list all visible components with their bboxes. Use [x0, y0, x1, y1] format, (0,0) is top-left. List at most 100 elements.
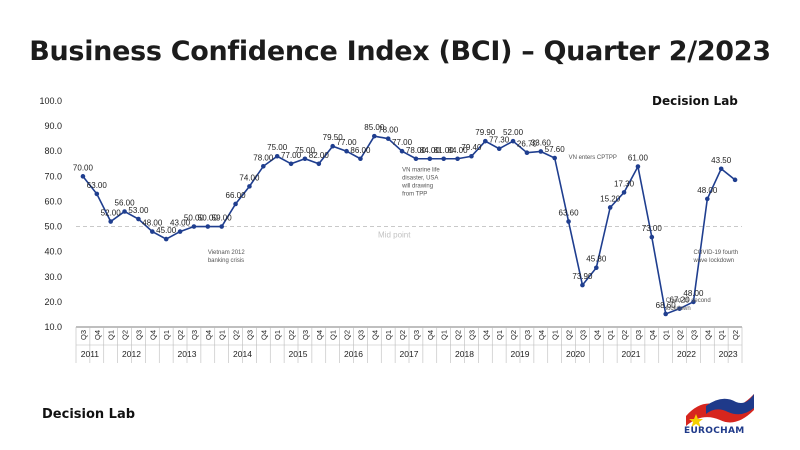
year-label: 2015 — [289, 349, 308, 359]
bci-data-label: 77.00 — [281, 151, 302, 160]
quarter-tick-label: Q3 — [412, 330, 421, 340]
bci-data-point — [150, 229, 155, 234]
bci-data-label: 77.30 — [489, 136, 510, 145]
bci-data-point — [594, 265, 599, 271]
quarter-tick-label: Q1 — [218, 330, 227, 340]
bci-data-label: 57.60 — [545, 145, 566, 154]
y-tick-label: 60.0 — [44, 196, 62, 206]
bci-data-point — [191, 224, 197, 229]
quarter-tick-label: Q4 — [370, 330, 379, 340]
year-label: 2019 — [511, 349, 530, 359]
annotation-text: banking crisis — [208, 258, 244, 264]
bci-data-label: 77.00 — [337, 138, 358, 147]
quarter-tick-label: Q1 — [717, 330, 726, 340]
y-tick-label: 90.0 — [44, 121, 62, 131]
quarter-tick-label: Q1 — [107, 330, 116, 340]
bci-data-label: 75.00 — [295, 146, 316, 155]
quarter-tick-label: Q1 — [551, 330, 560, 340]
quarter-tick-label: Q1 — [440, 330, 449, 340]
annotation-text: lockdown — [666, 306, 691, 312]
annotation-text: from TPP — [402, 191, 427, 197]
bci-data-label: 78.00 — [406, 146, 427, 155]
bci-data-label: 85.00 — [364, 123, 385, 132]
bci-data-label: 43.50 — [711, 156, 732, 165]
page-title: Business Confidence Index (BCI) – Quarte… — [29, 36, 771, 67]
bci-data-point — [80, 174, 86, 179]
quarter-tick-label: Q2 — [620, 330, 629, 340]
bci-data-point — [274, 153, 280, 159]
bci-data-point — [288, 161, 294, 167]
quarter-tick-label: Q4 — [426, 330, 435, 340]
bci-data-label: 78.00 — [378, 126, 399, 135]
bci-data-label: 17.30 — [614, 179, 635, 188]
annotation-text: VN enters CPTPP — [569, 155, 617, 161]
eurocham-flag-icon — [686, 394, 754, 427]
bci-data-point — [621, 190, 627, 195]
bci-data-point — [219, 224, 224, 229]
bci-data-point — [330, 143, 335, 149]
bci-data-label: 79.50 — [323, 133, 344, 142]
quarter-tick-label: Q2 — [287, 330, 296, 340]
quarter-tick-label: Q4 — [592, 330, 601, 340]
bci-data-label: 86.00 — [350, 146, 371, 155]
bci-data-point — [607, 205, 613, 210]
bci-data-point — [205, 224, 211, 229]
bci-data-point — [233, 201, 238, 207]
bci-data-label: 74.00 — [239, 173, 260, 182]
bci-data-point — [441, 156, 446, 162]
quarter-tick-label: Q2 — [565, 330, 574, 340]
year-label: 2021 — [622, 349, 641, 359]
bci-data-point — [552, 155, 557, 161]
quarter-tick-label: Q3 — [689, 330, 698, 340]
bci-data-label: 84.00 — [420, 146, 441, 155]
y-tick-label: 20.0 — [44, 297, 62, 307]
quarter-tick-label: Q2 — [454, 330, 463, 340]
bci-data-point — [705, 196, 710, 202]
quarter-tick-label: Q3 — [190, 330, 199, 340]
year-label: 2014 — [233, 349, 252, 359]
bci-data-label: 56.00 — [115, 198, 136, 207]
quarter-tick-label: Q4 — [648, 330, 657, 340]
bci-data-label: 81.00 — [434, 146, 455, 155]
bci-data-label: 70.00 — [73, 163, 94, 172]
bci-data-label: 48.00 — [142, 219, 163, 228]
bci-data-point — [302, 156, 308, 162]
quarter-tick-label: Q3 — [134, 330, 143, 340]
year-label: 2012 — [122, 349, 141, 359]
bci-data-point — [316, 161, 322, 167]
bci-data-label: 77.00 — [392, 138, 413, 147]
quarter-tick-label: Q4 — [259, 330, 268, 340]
bci-data-label: 48.00 — [683, 289, 704, 298]
quarter-tick-label: Q1 — [662, 330, 671, 340]
bci-data-point — [427, 156, 433, 162]
quarter-tick-label: Q3 — [301, 330, 310, 340]
bci-data-point — [261, 163, 266, 169]
bci-data-point — [718, 166, 724, 172]
bci-data-label: 43.00 — [170, 219, 191, 228]
bci-data-point — [538, 149, 544, 154]
year-label: 2016 — [344, 349, 363, 359]
quarter-tick-label: Q2 — [676, 330, 685, 340]
quarter-tick-label: Q4 — [93, 330, 102, 340]
annotation-text: Covid-19 second — [666, 298, 711, 304]
y-tick-label: 10.0 — [44, 322, 62, 332]
year-label: 2023 — [719, 349, 738, 359]
year-label: 2022 — [677, 349, 696, 359]
eurocham-logo: EUROCHAM — [684, 388, 756, 440]
year-label: 2011 — [81, 349, 100, 359]
bci-data-label: 53.00 — [128, 206, 149, 215]
bci-data-label: 52.00 — [503, 128, 524, 137]
bci-series-line — [82, 135, 736, 316]
quarter-tick-label: Q1 — [495, 330, 504, 340]
quarter-tick-label: Q3 — [356, 330, 365, 340]
quarter-tick-label: Q4 — [148, 330, 157, 340]
quarter-tick-label: Q2 — [176, 330, 185, 340]
quarter-tick-label: Q3 — [79, 330, 88, 340]
bci-data-point — [94, 191, 100, 197]
quarter-tick-label: Q1 — [606, 330, 615, 340]
bci-data-point — [732, 177, 738, 183]
bci-data-label: 73.00 — [642, 224, 663, 233]
bci-data-label: 75.00 — [267, 143, 288, 152]
bci-data-label: 50.00 — [198, 214, 219, 223]
bci-data-point — [510, 138, 516, 144]
